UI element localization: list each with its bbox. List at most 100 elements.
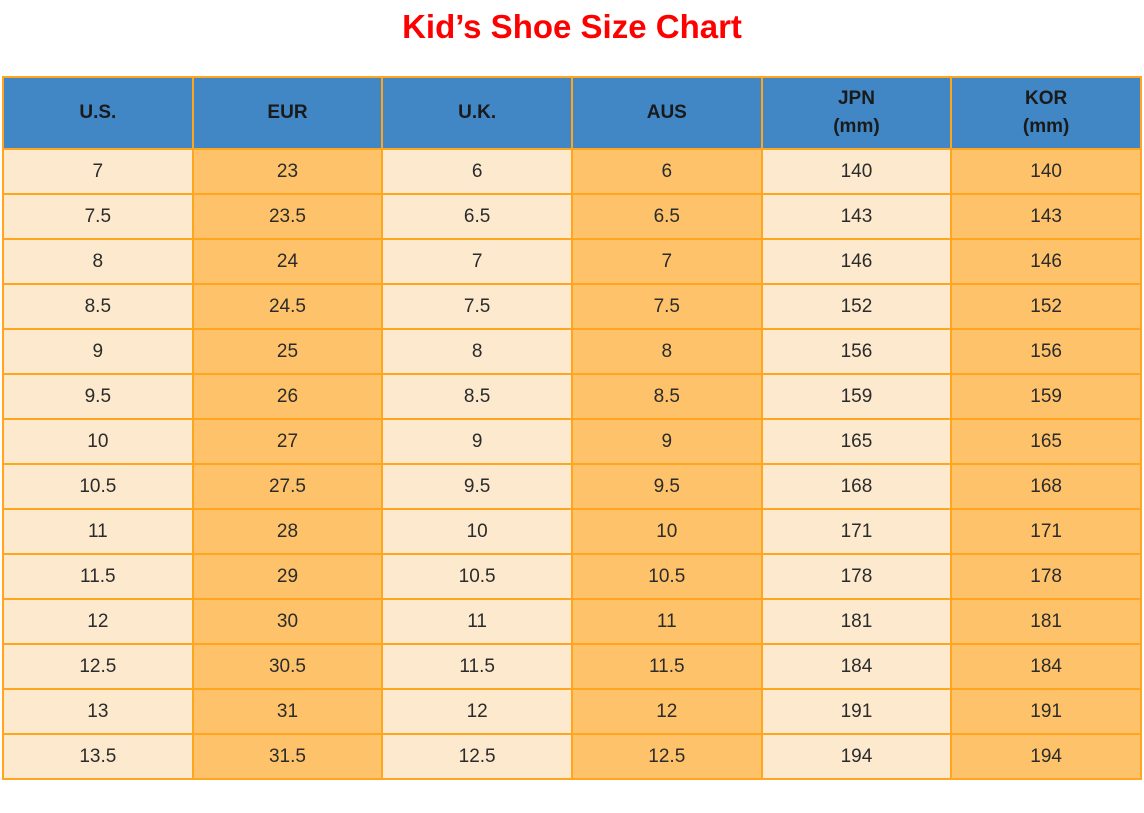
- table-cell: 7.5: [570, 283, 763, 330]
- table-cell: 25: [191, 328, 384, 375]
- table-cell: 9: [2, 328, 194, 375]
- table-cell: 184: [950, 643, 1142, 690]
- table-cell: 13.5: [2, 733, 194, 780]
- table-cell: 12: [2, 598, 194, 645]
- table-cell: 10: [2, 418, 194, 465]
- table-cell: 171: [950, 508, 1142, 555]
- table-cell: 23.5: [191, 193, 384, 240]
- table-cell: 159: [950, 373, 1142, 420]
- table-cell: 181: [950, 598, 1142, 645]
- table-row: 8 24 7 7 146 146: [2, 238, 1142, 285]
- table-cell: 9.5: [381, 463, 573, 510]
- table-cell: 12.5: [381, 733, 573, 780]
- table-cell: 24: [191, 238, 384, 285]
- table-cell: 181: [760, 598, 953, 645]
- table-cell: 6.5: [381, 193, 573, 240]
- table-cell: 146: [950, 238, 1142, 285]
- table-cell: 10.5: [570, 553, 763, 600]
- column-header-line: (mm): [1022, 116, 1070, 137]
- table-cell: 7.5: [2, 193, 194, 240]
- table-cell: 11.5: [2, 553, 194, 600]
- column-header-line: AUS: [646, 102, 687, 124]
- table-cell: 11: [381, 598, 573, 645]
- table-cell: 28: [191, 508, 384, 555]
- table-cell: 12: [381, 688, 573, 735]
- table-cell: 7: [2, 148, 194, 195]
- column-header-line: KOR: [1025, 88, 1068, 110]
- table-cell: 168: [760, 463, 953, 510]
- table-row: 7 23 6 6 140 140: [2, 148, 1142, 195]
- column-header-line: JPN: [837, 88, 875, 110]
- table-row: 8.5 24.5 7.5 7.5 152 152: [2, 283, 1142, 330]
- table-cell: 165: [760, 418, 953, 465]
- table-cell: 26: [191, 373, 384, 420]
- table-cell: 7.5: [381, 283, 573, 330]
- table-cell: 152: [760, 283, 953, 330]
- table-row: 10.5 27.5 9.5 9.5 168 168: [2, 463, 1142, 510]
- table-cell: 10.5: [381, 553, 573, 600]
- table-cell: 9.5: [570, 463, 763, 510]
- table-cell: 156: [760, 328, 953, 375]
- table-cell: 27: [191, 418, 384, 465]
- table-cell: 178: [950, 553, 1142, 600]
- table-cell: 171: [760, 508, 953, 555]
- table-cell: 156: [950, 328, 1142, 375]
- table-row: 11.5 29 10.5 10.5 178 178: [2, 553, 1142, 600]
- column-header-line: U.K.: [458, 102, 497, 124]
- table-row: 12.5 30.5 11.5 11.5 184 184: [2, 643, 1142, 690]
- header-row: U.S. EUR U.K. AUS JPN (mm) KOR (mm): [2, 76, 1142, 150]
- table-row: 10 27 9 9 165 165: [2, 418, 1142, 465]
- table-cell: 9.5: [2, 373, 194, 420]
- table-cell: 165: [950, 418, 1142, 465]
- table-cell: 30: [191, 598, 384, 645]
- table-cell: 8: [570, 328, 763, 375]
- table-cell: 8.5: [570, 373, 763, 420]
- table-cell: 184: [760, 643, 953, 690]
- column-header-line: EUR: [267, 102, 308, 124]
- table-body: 7 23 6 6 140 140 7.5 23.5 6.5 6.5 143 143 8 24 7 7 146 14…: [2, 148, 1142, 780]
- table-cell: 143: [950, 193, 1142, 240]
- table-cell: 27.5: [191, 463, 384, 510]
- table-cell: 6: [381, 148, 573, 195]
- table-row: 7.5 23.5 6.5 6.5 143 143: [2, 193, 1142, 240]
- table-cell: 152: [950, 283, 1142, 330]
- table-cell: 140: [950, 148, 1142, 195]
- table-cell: 11.5: [381, 643, 573, 690]
- table-row: 13 31 12 12 191 191: [2, 688, 1142, 735]
- column-header-u-k: U.K.: [381, 76, 573, 150]
- table-cell: 143: [760, 193, 953, 240]
- table-cell: 6: [570, 148, 763, 195]
- column-header-jpn-mm: JPN (mm): [760, 76, 953, 150]
- table-row: 12 30 11 11 181 181: [2, 598, 1142, 645]
- table-cell: 12.5: [2, 643, 194, 690]
- column-header-line: (mm): [833, 116, 880, 137]
- table-row: 11 28 10 10 171 171: [2, 508, 1142, 555]
- table-cell: 146: [760, 238, 953, 285]
- table-cell: 29: [191, 553, 384, 600]
- table-cell: 31: [191, 688, 384, 735]
- table-header: U.S. EUR U.K. AUS JPN (mm) KOR (mm): [2, 76, 1142, 150]
- table-cell: 10: [570, 508, 763, 555]
- table-row: 13.5 31.5 12.5 12.5 194 194: [2, 733, 1142, 780]
- column-header-aus: AUS: [570, 76, 763, 150]
- table-cell: 8: [381, 328, 573, 375]
- page-title: Kid’s Shoe Size Chart: [402, 8, 742, 45]
- column-header-u-s: U.S.: [2, 76, 194, 150]
- table-cell: 24.5: [191, 283, 384, 330]
- table-cell: 191: [760, 688, 953, 735]
- table-cell: 30.5: [191, 643, 384, 690]
- table-cell: 8.5: [381, 373, 573, 420]
- table-cell: 11: [570, 598, 763, 645]
- shoe-size-table: U.S. EUR U.K. AUS JPN (mm) KOR (mm) 7 23 6 6 140 140…: [2, 76, 1142, 780]
- table-row: 9 25 8 8 156 156: [2, 328, 1142, 375]
- table-cell: 23: [191, 148, 384, 195]
- table-cell: 31.5: [191, 733, 384, 780]
- table-cell: 9: [570, 418, 763, 465]
- column-header-line: U.S.: [79, 102, 117, 124]
- column-header-eur: EUR: [191, 76, 384, 150]
- table-cell: 191: [950, 688, 1142, 735]
- table-cell: 140: [760, 148, 953, 195]
- table-cell: 12.5: [570, 733, 763, 780]
- table-row: 9.5 26 8.5 8.5 159 159: [2, 373, 1142, 420]
- table-cell: 178: [760, 553, 953, 600]
